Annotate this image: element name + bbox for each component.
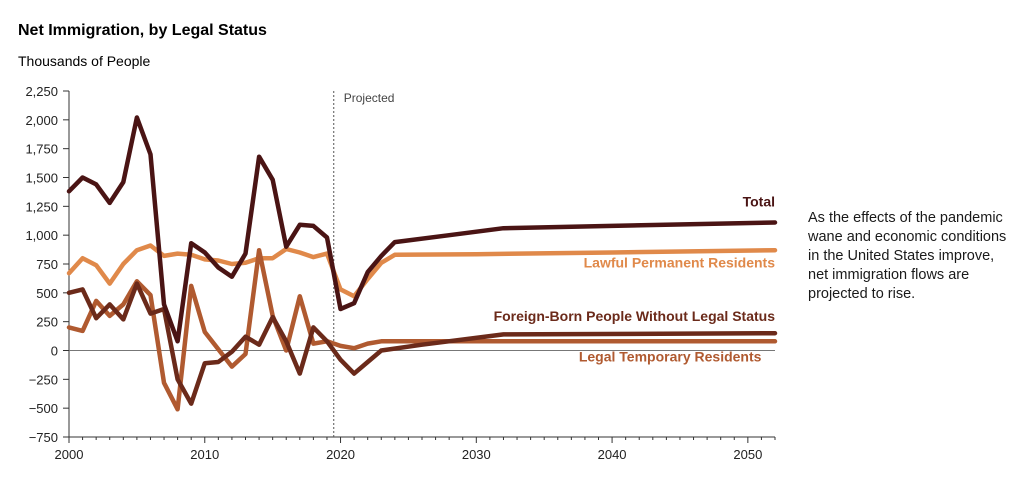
side-note: As the effects of the pandemic wane and … [808,210,1007,302]
y-axis-label: Thousands of People [18,53,151,69]
x-tick-label: 2030 [462,447,491,462]
series-line-total [66,115,778,344]
y-tick-label: 250 [36,315,58,330]
projection-label: Projected [344,91,395,105]
y-tick-label: 1,250 [25,199,58,214]
series-layer [66,115,778,412]
y-tick-label: 0 [51,344,58,359]
y-tick-label: 500 [36,286,58,301]
series-line-foreign-born-people-without-legal-status [66,281,778,406]
chart-title: Net Immigration, by Legal Status [18,22,267,39]
x-tick-label: 2050 [733,447,762,462]
y-tick-label: 2,000 [25,113,58,128]
x-tick-label: 2040 [598,447,627,462]
series-labels: Total Lawful Permanent Residents Foreign-B… [494,193,776,364]
series-line-legal-temporary-residents [66,247,778,412]
y-tick-label: 750 [36,257,58,272]
series-line-lawful-permanent-residents [66,243,778,299]
x-tick-label: 2010 [190,447,219,462]
chart: Net Immigration, by Legal Status Thousan… [18,22,778,462]
y-tick-label: 1,750 [25,142,58,157]
y-tick-label: 2,250 [25,84,58,99]
y-tick-label: −250 [29,372,58,387]
x-tick-label: 2000 [55,447,84,462]
y-tick-label: 1,000 [25,228,58,243]
series-label: Legal Temporary Residents [579,348,762,364]
x-tick-label: 2020 [326,447,355,462]
series-label: Foreign-Born People Without Legal Status [494,308,776,324]
y-tick-label: −750 [29,430,58,445]
axis-layer: −750 −500 −250 0 250 500 750 1,000 1,250 1,500 1,7… [25,84,776,462]
series-label: Lawful Permanent Residents [584,254,776,270]
y-tick-label: 1,500 [25,171,58,186]
series-label: Total [743,193,775,209]
y-tick-label: −500 [29,401,58,416]
